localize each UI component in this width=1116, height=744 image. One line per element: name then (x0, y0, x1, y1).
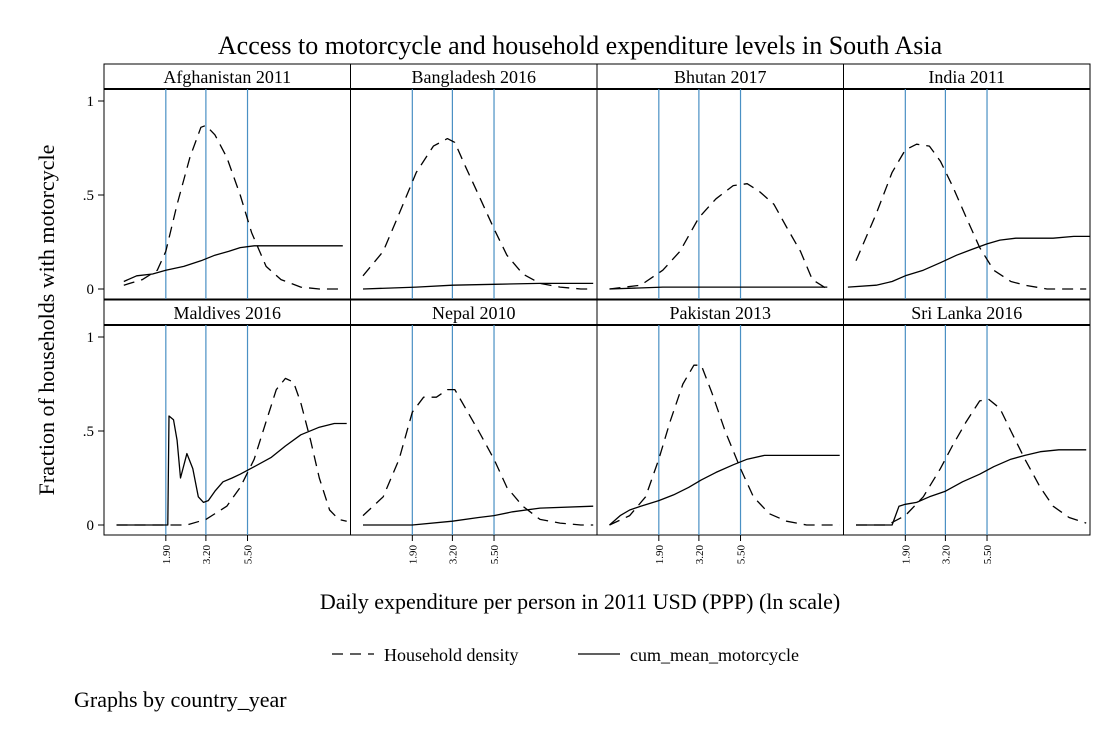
y-tick-label: 1 (87, 94, 95, 110)
x-axis-title: Daily expenditure per person in 2011 USD… (320, 589, 840, 614)
x-tick-label: 1.90 (407, 545, 419, 565)
legend: Household density cum_mean_motorcycle (332, 645, 799, 665)
panel-title: India 2011 (928, 67, 1005, 87)
series-cum-mean-motorcycle (362, 282, 594, 290)
plot-frame (843, 88, 1091, 300)
panel-title: Bhutan 2017 (674, 67, 767, 87)
y-tick-label: 0 (87, 282, 95, 298)
plot-frame (843, 324, 1091, 536)
panel-grid: Afghanistan 2011 0 .5 1 Bangladesh 2016 Bhuta… (83, 63, 1091, 565)
panel-title: Maldives 2016 (174, 303, 282, 323)
y-tick-label: 0 (87, 518, 95, 534)
series-household-density (116, 377, 347, 526)
y-tick-label: .5 (83, 188, 94, 204)
x-tick-label: 5.50 (243, 545, 255, 565)
series-household-density (856, 398, 1087, 526)
panel-header (103, 63, 351, 90)
x-tick-label: 3.20 (201, 545, 213, 565)
chart-title: Access to motorcycle and household expen… (218, 31, 943, 60)
panel: India 2011 (843, 63, 1091, 300)
series-cum-mean-motorcycle (609, 454, 840, 526)
x-tick-label: 5.50 (736, 545, 748, 565)
legend-label-cum-mean: cum_mean_motorcycle (630, 645, 799, 665)
y-tick-label: 1 (87, 330, 95, 346)
y-tick-label: .5 (83, 424, 94, 440)
series-cum-mean-motorcycle (609, 286, 828, 290)
plot-frame (103, 88, 351, 300)
panel-title: Sri Lanka 2016 (911, 303, 1022, 323)
series-cum-mean-motorcycle (856, 449, 1087, 526)
panel-title: Nepal 2010 (432, 303, 515, 323)
x-tick-label: 3.20 (447, 545, 459, 565)
panel-title: Pakistan 2013 (670, 303, 772, 323)
series-household-density (609, 364, 840, 526)
panel-header (350, 63, 598, 90)
plot-frame (350, 88, 598, 300)
panel-title: Bangladesh 2016 (412, 67, 536, 87)
series-cum-mean-motorcycle (123, 245, 343, 283)
panel: Sri Lanka 2016 1.90 3.20 5.50 (843, 299, 1091, 565)
plot-frame (596, 324, 844, 536)
plot-frame (350, 324, 598, 536)
series-household-density (609, 183, 828, 290)
x-tick-label: 3.20 (694, 545, 706, 565)
x-tick-label: 5.50 (489, 545, 501, 565)
panel-header (843, 299, 1091, 326)
panel-title: Afghanistan 2011 (163, 67, 291, 87)
panel-header (843, 63, 1091, 90)
panel: Afghanistan 2011 0 .5 1 (83, 63, 351, 300)
x-tick-label: 1.90 (654, 545, 666, 565)
panel: Bangladesh 2016 (350, 63, 598, 300)
x-tick-label: 1.90 (900, 545, 912, 565)
x-tick-label: 3.20 (940, 545, 952, 565)
panel: Pakistan 2013 1.90 3.20 5.50 (596, 299, 844, 565)
y-axis-title: Fraction of households with motorcycle (34, 145, 59, 496)
legend-label-density: Household density (384, 645, 519, 665)
series-household-density (855, 143, 1087, 290)
series-household-density (362, 137, 594, 290)
series-cum-mean-motorcycle (116, 415, 347, 526)
graph-note: Graphs by country_year (74, 687, 287, 712)
panel: Nepal 2010 1.90 3.20 5.50 (350, 299, 598, 565)
series-cum-mean-motorcycle (847, 235, 1090, 288)
panel: Maldives 2016 0 .5 1 1.90 3.20 5.50 (83, 299, 351, 565)
panel-header (350, 299, 598, 326)
x-tick-label: 1.90 (161, 545, 173, 565)
series-household-density (123, 124, 343, 290)
panel: Bhutan 2017 (596, 63, 844, 300)
series-cum-mean-motorcycle (363, 505, 594, 526)
series-household-density (362, 388, 594, 526)
plot-frame (596, 88, 844, 300)
x-tick-label: 5.50 (982, 545, 994, 565)
